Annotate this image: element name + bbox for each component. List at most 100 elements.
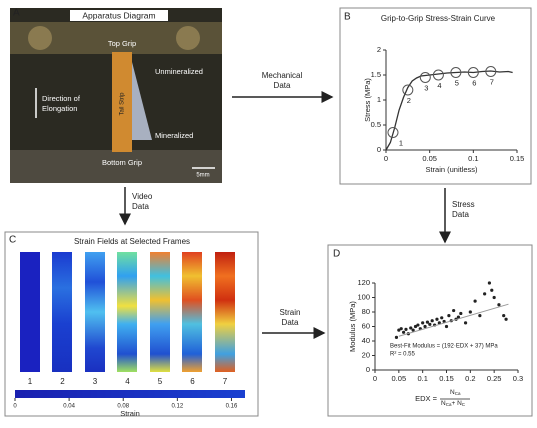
colorbar [15, 390, 245, 398]
strain-field [117, 252, 137, 372]
point [487, 281, 491, 285]
point [397, 328, 401, 332]
arrow-label: Data [282, 318, 299, 327]
panel-letter: D [333, 249, 340, 260]
panel-a: A Apparatus Diagram Top Grip Unmineraliz… [10, 8, 222, 183]
point [483, 292, 487, 296]
x-axis-label: Strain (unitless) [425, 165, 478, 174]
x-tick-label: 0.15 [439, 374, 454, 383]
arrow-label: Stress [452, 200, 475, 209]
point [411, 328, 415, 332]
y-tick-label: 60 [362, 321, 370, 330]
point [459, 311, 463, 316]
strain-field [52, 252, 72, 372]
label: Elongation [42, 104, 77, 113]
y-tick-label: 40 [362, 336, 370, 345]
panel-title: Apparatus Diagram [82, 10, 155, 20]
frame-label: 4 [125, 377, 130, 386]
y-tick-label: 80 [362, 307, 370, 316]
y-tick-label: 1 [377, 95, 381, 104]
point [447, 314, 451, 318]
marker [419, 72, 431, 83]
frame-label: 3 [93, 377, 98, 386]
label: Unmineralized [155, 67, 203, 76]
line [385, 70, 513, 151]
y-tick-label: 0.5 [371, 120, 381, 129]
x-axis-label-part: C [462, 402, 466, 407]
panel-letter: C [9, 235, 16, 246]
point [490, 288, 494, 292]
x-tick-label: 0.05 [422, 154, 437, 163]
x-tick-label: 0.1 [468, 154, 478, 163]
point [430, 319, 434, 323]
y-tick-label: 2 [377, 45, 381, 54]
marker-label: 7 [490, 77, 494, 86]
marker-label: 3 [424, 83, 428, 92]
panel-letter: A [13, 8, 20, 19]
point [409, 326, 413, 330]
label: Bottom Grip [102, 158, 142, 167]
point [502, 314, 506, 318]
marker-label: 5 [455, 78, 459, 87]
scale-bar-label: 5mm [196, 173, 209, 179]
x-axis-label: NCa [450, 389, 461, 396]
strain-field [182, 252, 202, 372]
frame-label: 6 [190, 377, 195, 386]
x-axis-label-part: N [441, 400, 446, 407]
x-axis-label-part: Ca [446, 402, 452, 407]
label: Tail Strip [120, 92, 126, 116]
colorbar-tick-label: 0.16 [226, 404, 238, 410]
frame-label: 1 [28, 377, 33, 386]
point [440, 316, 444, 320]
label: Mineralized [155, 131, 193, 140]
marker [467, 67, 479, 78]
annotation: Best-Fit Modulus = (192·EDX + 37) MPa [390, 344, 498, 350]
point [421, 321, 425, 325]
arrows: Mechanical Data Video Data Stress Data S… [119, 71, 475, 339]
marker-label: 2 [407, 96, 411, 105]
colorbar-tick-label: 0.12 [172, 404, 184, 410]
label: Direction of [42, 94, 81, 103]
strain-field [215, 252, 235, 372]
chart-title: Grip-to-Grip Stress-Strain Curve [381, 14, 496, 23]
marker [387, 127, 399, 138]
marker [402, 84, 414, 96]
y-tick-label: 120 [357, 278, 370, 287]
x-tick-label: 0.2 [465, 374, 475, 383]
point [404, 327, 408, 331]
arrow-label: Mechanical [262, 71, 303, 80]
point [428, 322, 432, 326]
arrow-label: Data [274, 81, 291, 90]
point [435, 317, 439, 321]
panel-title: Strain Fields at Selected Frames [74, 237, 190, 246]
point [402, 330, 406, 334]
marker [432, 69, 444, 81]
panel-c: C Strain Fields at Selected Frames [4, 231, 259, 417]
colorbar-tick-label: 0 [13, 404, 17, 410]
y-axis-label: Modulus (MPa) [348, 301, 357, 352]
point [416, 323, 420, 327]
marker [450, 67, 462, 78]
x-tick-label: 0.15 [510, 154, 525, 163]
point [456, 315, 461, 319]
y-tick-label: 20 [362, 350, 370, 359]
frame-label: 7 [223, 377, 228, 386]
point [444, 324, 449, 329]
x-axis-label-part: N [450, 389, 455, 396]
x-axis-label-part: Ca [455, 391, 461, 396]
point [452, 308, 456, 313]
colorbar-tick-label: 0.08 [117, 404, 129, 410]
colorbar-tick-label: 0.04 [63, 404, 75, 410]
colorbar-label: Strain [120, 409, 140, 418]
marker-label: 1 [399, 138, 403, 147]
point [478, 314, 482, 318]
x-tick-label: 0 [384, 154, 388, 163]
label: Top Grip [108, 39, 136, 48]
point [504, 317, 508, 321]
point [492, 295, 496, 300]
point [423, 324, 427, 329]
tendon-strip [112, 52, 132, 152]
mineralized-wedge [132, 62, 152, 140]
point [425, 320, 430, 324]
